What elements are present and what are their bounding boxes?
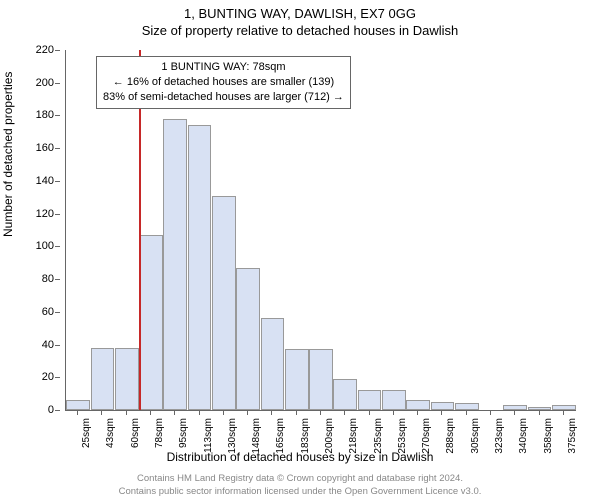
footer: Contains HM Land Registry data © Crown c…: [0, 473, 600, 498]
x-tick-label: 323sqm: [494, 418, 505, 454]
x-tick-mark: [199, 410, 200, 415]
x-tick-label: 113sqm: [203, 418, 214, 453]
x-tick-label: 43sqm: [105, 418, 116, 448]
histogram-bar: [285, 349, 309, 410]
y-tick-label: 80: [42, 273, 54, 285]
x-tick-label: 78sqm: [154, 418, 165, 448]
x-tick-mark: [101, 410, 102, 415]
y-tick-label: 40: [42, 339, 54, 351]
histogram-bar: [115, 348, 139, 410]
x-tick-mark: [417, 410, 418, 415]
histogram-bar: [382, 390, 406, 410]
title-sub: Size of property relative to detached ho…: [0, 21, 600, 38]
x-tick-label: 148sqm: [251, 418, 262, 454]
x-tick-label: 375sqm: [567, 418, 578, 454]
x-tick-label: 165sqm: [275, 418, 286, 454]
histogram-bar: [212, 196, 236, 410]
y-tick-label: 160: [36, 142, 54, 154]
y-tick-mark: [55, 83, 60, 84]
footer-line2: Contains public sector information licen…: [0, 486, 600, 498]
histogram-bar: [309, 349, 333, 410]
histogram-bar: [406, 400, 430, 410]
y-tick-mark: [55, 377, 60, 378]
y-tick-mark: [55, 410, 60, 411]
x-tick-mark: [441, 410, 442, 415]
histogram-bar: [163, 119, 187, 410]
x-tick-mark: [150, 410, 151, 415]
x-tick-label: 25sqm: [81, 418, 92, 448]
y-tick-mark: [55, 214, 60, 215]
histogram-bar: [91, 348, 115, 410]
histogram-bar: [431, 402, 455, 410]
x-tick-label: 95sqm: [178, 418, 189, 448]
x-tick-mark: [369, 410, 370, 415]
y-tick-label: 140: [36, 175, 54, 187]
x-tick-mark: [466, 410, 467, 415]
x-tick-mark: [393, 410, 394, 415]
y-tick-mark: [55, 279, 60, 280]
y-tick-label: 20: [42, 371, 54, 383]
x-tick-label: 60sqm: [130, 418, 141, 448]
annotation-box: 1 BUNTING WAY: 78sqm ← 16% of detached h…: [96, 56, 351, 109]
histogram-bar: [236, 268, 260, 410]
x-tick-label: 200sqm: [324, 418, 335, 454]
x-tick-mark: [296, 410, 297, 415]
y-tick-mark: [55, 148, 60, 149]
x-tick-label: 288sqm: [445, 418, 456, 454]
x-tick-mark: [174, 410, 175, 415]
y-tick-mark: [55, 246, 60, 247]
histogram-bar: [66, 400, 90, 410]
x-tick-mark: [126, 410, 127, 415]
plot-area: 1 BUNTING WAY: 78sqm ← 16% of detached h…: [65, 50, 576, 411]
y-tick-label: 180: [36, 109, 54, 121]
x-tick-mark: [344, 410, 345, 415]
x-tick-mark: [77, 410, 78, 415]
x-tick-mark: [247, 410, 248, 415]
x-tick-mark: [320, 410, 321, 415]
y-tick-mark: [55, 50, 60, 51]
annotation-line2: ← 16% of detached houses are smaller (13…: [103, 75, 344, 90]
histogram-bar: [188, 125, 212, 410]
annotation-line1: 1 BUNTING WAY: 78sqm: [103, 60, 344, 75]
x-tick-mark: [271, 410, 272, 415]
y-tick-label: 100: [36, 240, 54, 252]
footer-line1: Contains HM Land Registry data © Crown c…: [0, 473, 600, 485]
x-tick-label: 305sqm: [470, 418, 481, 454]
x-tick-label: 183sqm: [300, 418, 311, 454]
histogram-bar: [261, 318, 285, 410]
y-tick-mark: [55, 345, 60, 346]
x-tick-label: 218sqm: [348, 418, 359, 454]
histogram-bar: [139, 235, 163, 410]
histogram-bar: [333, 379, 357, 410]
y-tick-mark: [55, 181, 60, 182]
x-tick-label: 130sqm: [227, 418, 238, 454]
title-main: 1, BUNTING WAY, DAWLISH, EX7 0GG: [0, 0, 600, 21]
x-tick-mark: [490, 410, 491, 415]
x-tick-label: 235sqm: [373, 418, 384, 454]
x-tick-label: 270sqm: [421, 418, 432, 454]
x-tick-mark: [514, 410, 515, 415]
x-tick-mark: [539, 410, 540, 415]
x-axis-label: Distribution of detached houses by size …: [0, 450, 600, 464]
x-tick-label: 358sqm: [543, 418, 554, 454]
histogram-bar: [358, 390, 382, 410]
y-tick-label: 220: [36, 44, 54, 56]
y-tick-mark: [55, 312, 60, 313]
y-ticks: 020406080100120140160180200220: [0, 50, 60, 410]
y-tick-label: 120: [36, 208, 54, 220]
x-tick-label: 253sqm: [397, 418, 408, 454]
x-tick-label: 340sqm: [518, 418, 529, 454]
x-tick-mark: [563, 410, 564, 415]
y-tick-label: 200: [36, 77, 54, 89]
y-tick-label: 60: [42, 306, 54, 318]
x-tick-mark: [223, 410, 224, 415]
y-tick-mark: [55, 115, 60, 116]
annotation-line3: 83% of semi-detached houses are larger (…: [103, 90, 344, 105]
y-tick-label: 0: [48, 404, 54, 416]
